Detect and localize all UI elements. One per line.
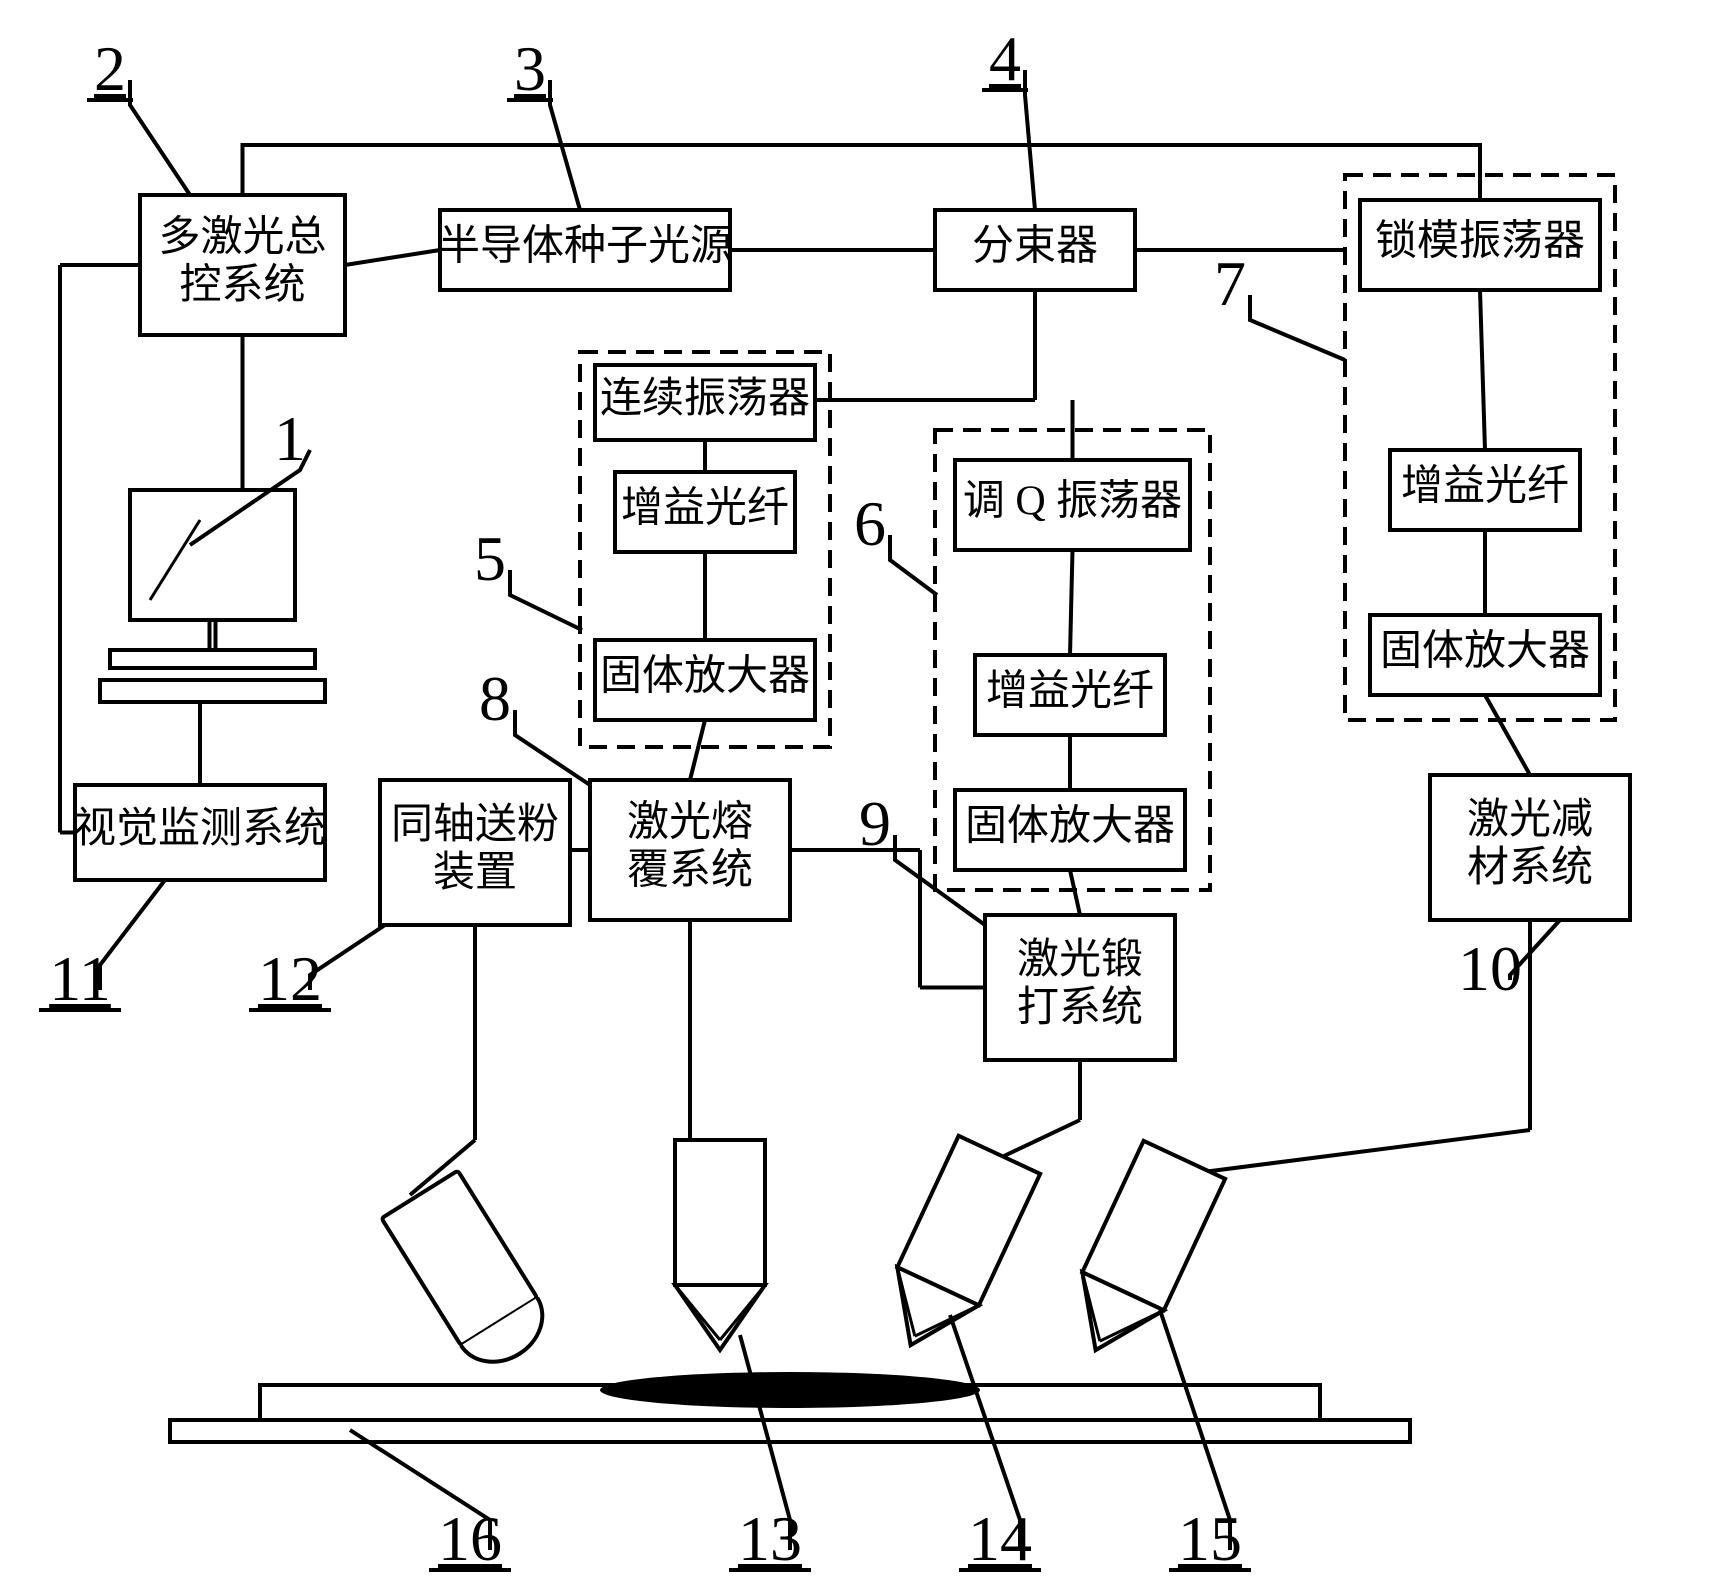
label-b12-1: 装置 (433, 850, 517, 896)
nozzle-cladding (675, 1140, 765, 1350)
callout-9: 9 (859, 788, 891, 859)
worktable-base (170, 1420, 1410, 1442)
callout-4: 4 (989, 23, 1021, 94)
leader-8 (515, 710, 590, 785)
label-bq-0: 调 Q 振荡器 (963, 479, 1182, 525)
callout-11: 11 (49, 943, 111, 1014)
computer-icon (100, 490, 325, 702)
label-bml-0: 锁模振荡器 (1375, 218, 1585, 265)
label-bs2-0: 固体放大器 (965, 804, 1175, 850)
label-bs3-0: 固体放大器 (1380, 629, 1590, 675)
callout-8: 8 (479, 663, 511, 734)
callout-7: 7 (1214, 248, 1246, 319)
label-b10-0: 激光减 (1467, 797, 1593, 843)
label-b4-0: 分束器 (972, 224, 1098, 270)
callout-2: 2 (94, 33, 126, 104)
label-bs1-0: 固体放大器 (600, 654, 810, 700)
callout-5: 5 (474, 523, 506, 594)
label-b11-0: 视觉监测系统 (74, 806, 326, 852)
label-b2-1: 控系统 (179, 263, 305, 309)
camera-tool (381, 1171, 557, 1378)
callout-14: 14 (968, 1503, 1032, 1574)
leader-2 (130, 80, 190, 195)
label-b9-0: 激光锻 (1017, 937, 1143, 983)
callout-1: 1 (274, 403, 306, 474)
callout-10: 10 (1458, 933, 1522, 1004)
w-2-3 (345, 250, 440, 265)
melt-pool (600, 1372, 980, 1408)
nozzle-subtractive (1055, 1141, 1225, 1369)
label-b10-1: 材系统 (1467, 845, 1593, 891)
w-10-tool (1180, 1130, 1530, 1175)
callout-15: 15 (1178, 1503, 1242, 1574)
label-bg1-0: 增益光纤 (621, 486, 789, 532)
w-ml-g3 (1480, 290, 1485, 450)
label-b2-0: 多激光总 (158, 215, 326, 261)
label-b8-0: 激光熔 (627, 799, 753, 846)
w-s2-9 (1070, 870, 1080, 915)
leader-7 (1250, 295, 1345, 360)
w-q-g2 (1070, 550, 1073, 655)
callout-13: 13 (738, 1503, 802, 1574)
label-b8-1: 覆系统 (627, 848, 753, 894)
w-topbus (243, 145, 1481, 200)
callout-16: 16 (438, 1503, 502, 1574)
label-b3-0: 半导体种子光源 (438, 224, 732, 270)
label-bco-0: 连续振荡器 (600, 376, 810, 422)
label-b9-1: 打系统 (1017, 985, 1143, 1031)
label-bg3-0: 增益光纤 (1401, 464, 1569, 510)
callout-3: 3 (514, 33, 546, 104)
callout-12: 12 (258, 943, 322, 1014)
leader-5 (510, 570, 582, 630)
label-b12-0: 同轴送粉 (391, 802, 559, 848)
callout-6: 6 (854, 488, 886, 559)
label-bg2-0: 增益光纤 (986, 669, 1154, 715)
w-s3-10 (1485, 695, 1530, 775)
w-s1-8 (690, 720, 705, 780)
leader-6 (890, 535, 937, 595)
